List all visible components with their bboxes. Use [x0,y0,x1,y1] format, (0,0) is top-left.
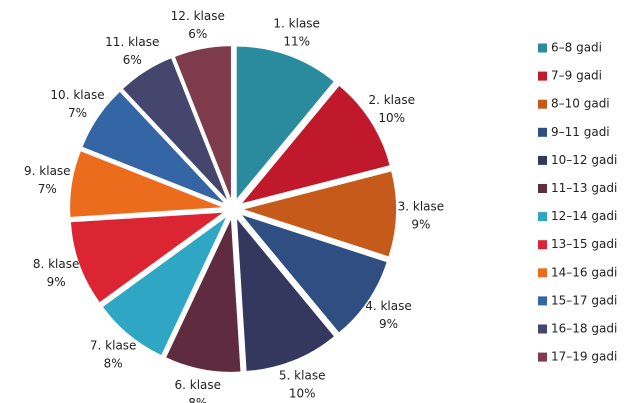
legend-label: 14–16 gadi [551,265,617,279]
slice-label: 10. klase [50,88,104,102]
pie-slice [70,151,223,217]
slice-value-label: 10% [378,111,405,125]
slice-label: 4. klase [365,299,412,313]
legend-label: 9–11 gadi [551,125,610,139]
legend-swatch [538,240,547,250]
legend-swatch [538,268,547,278]
slice-label: 6. klase [174,378,221,392]
legend-swatch [538,352,547,362]
legend-label: 12–14 gadi [551,209,617,223]
legend-swatch [538,184,547,193]
legend-label: 7–9 gadi [551,69,602,83]
legend-swatch [538,43,547,53]
legend-label: 16–18 gadi [551,322,617,336]
pie-slice [236,46,334,199]
pie-slice [82,92,224,203]
pie-slice [237,219,334,371]
legend-label: 10–12 gadi [551,153,617,167]
legend-label: 17–19 gadi [551,350,617,364]
legend-swatch [538,99,547,109]
slice-value-label: 9% [379,317,398,331]
legend-swatch [538,127,547,137]
slice-label: 1. klase [273,17,320,31]
legend-swatch [538,296,547,306]
slice-value-label: 11% [283,35,310,49]
slice-value-label: 8% [188,396,207,403]
slice-value-label: 6% [123,53,142,67]
legend-swatch [538,324,547,334]
slice-value-label: 6% [188,27,207,41]
pie-slice [242,85,390,204]
legend-swatch [538,155,547,165]
slice-value-label: 7% [68,106,87,120]
slice-value-label: 10% [289,386,316,400]
legend-swatch [538,71,547,81]
legend-label: 6–8 gadi [551,41,602,55]
slice-label: 8. klase [33,257,80,271]
legend-label: 13–15 gadi [551,237,617,251]
pie-slice [243,171,396,257]
slice-value-label: 8% [104,356,123,370]
pie-slice [123,58,228,200]
legend-label: 15–17 gadi [551,293,617,307]
slice-label: 5. klase [279,368,326,382]
slice-label: 12. klase [171,9,225,23]
legend-label: 8–10 gadi [551,97,610,111]
slice-value-label: 7% [38,182,57,196]
slice-label: 11. klase [105,35,159,49]
pie-slice [166,219,241,372]
slice-value-label: 9% [47,275,66,289]
slice-label: 9. klase [24,164,71,178]
slice-label: 7. klase [90,338,137,352]
legend-swatch [538,212,547,222]
legend-label: 11–13 gadi [551,181,617,195]
slice-label: 3. klase [398,199,445,213]
pie-slice [242,215,387,333]
slice-value-label: 9% [411,217,430,231]
slice-label: 2. klase [368,93,415,107]
pie-slice [103,217,226,356]
pie-slice [174,46,231,199]
pie-slice [70,212,223,303]
